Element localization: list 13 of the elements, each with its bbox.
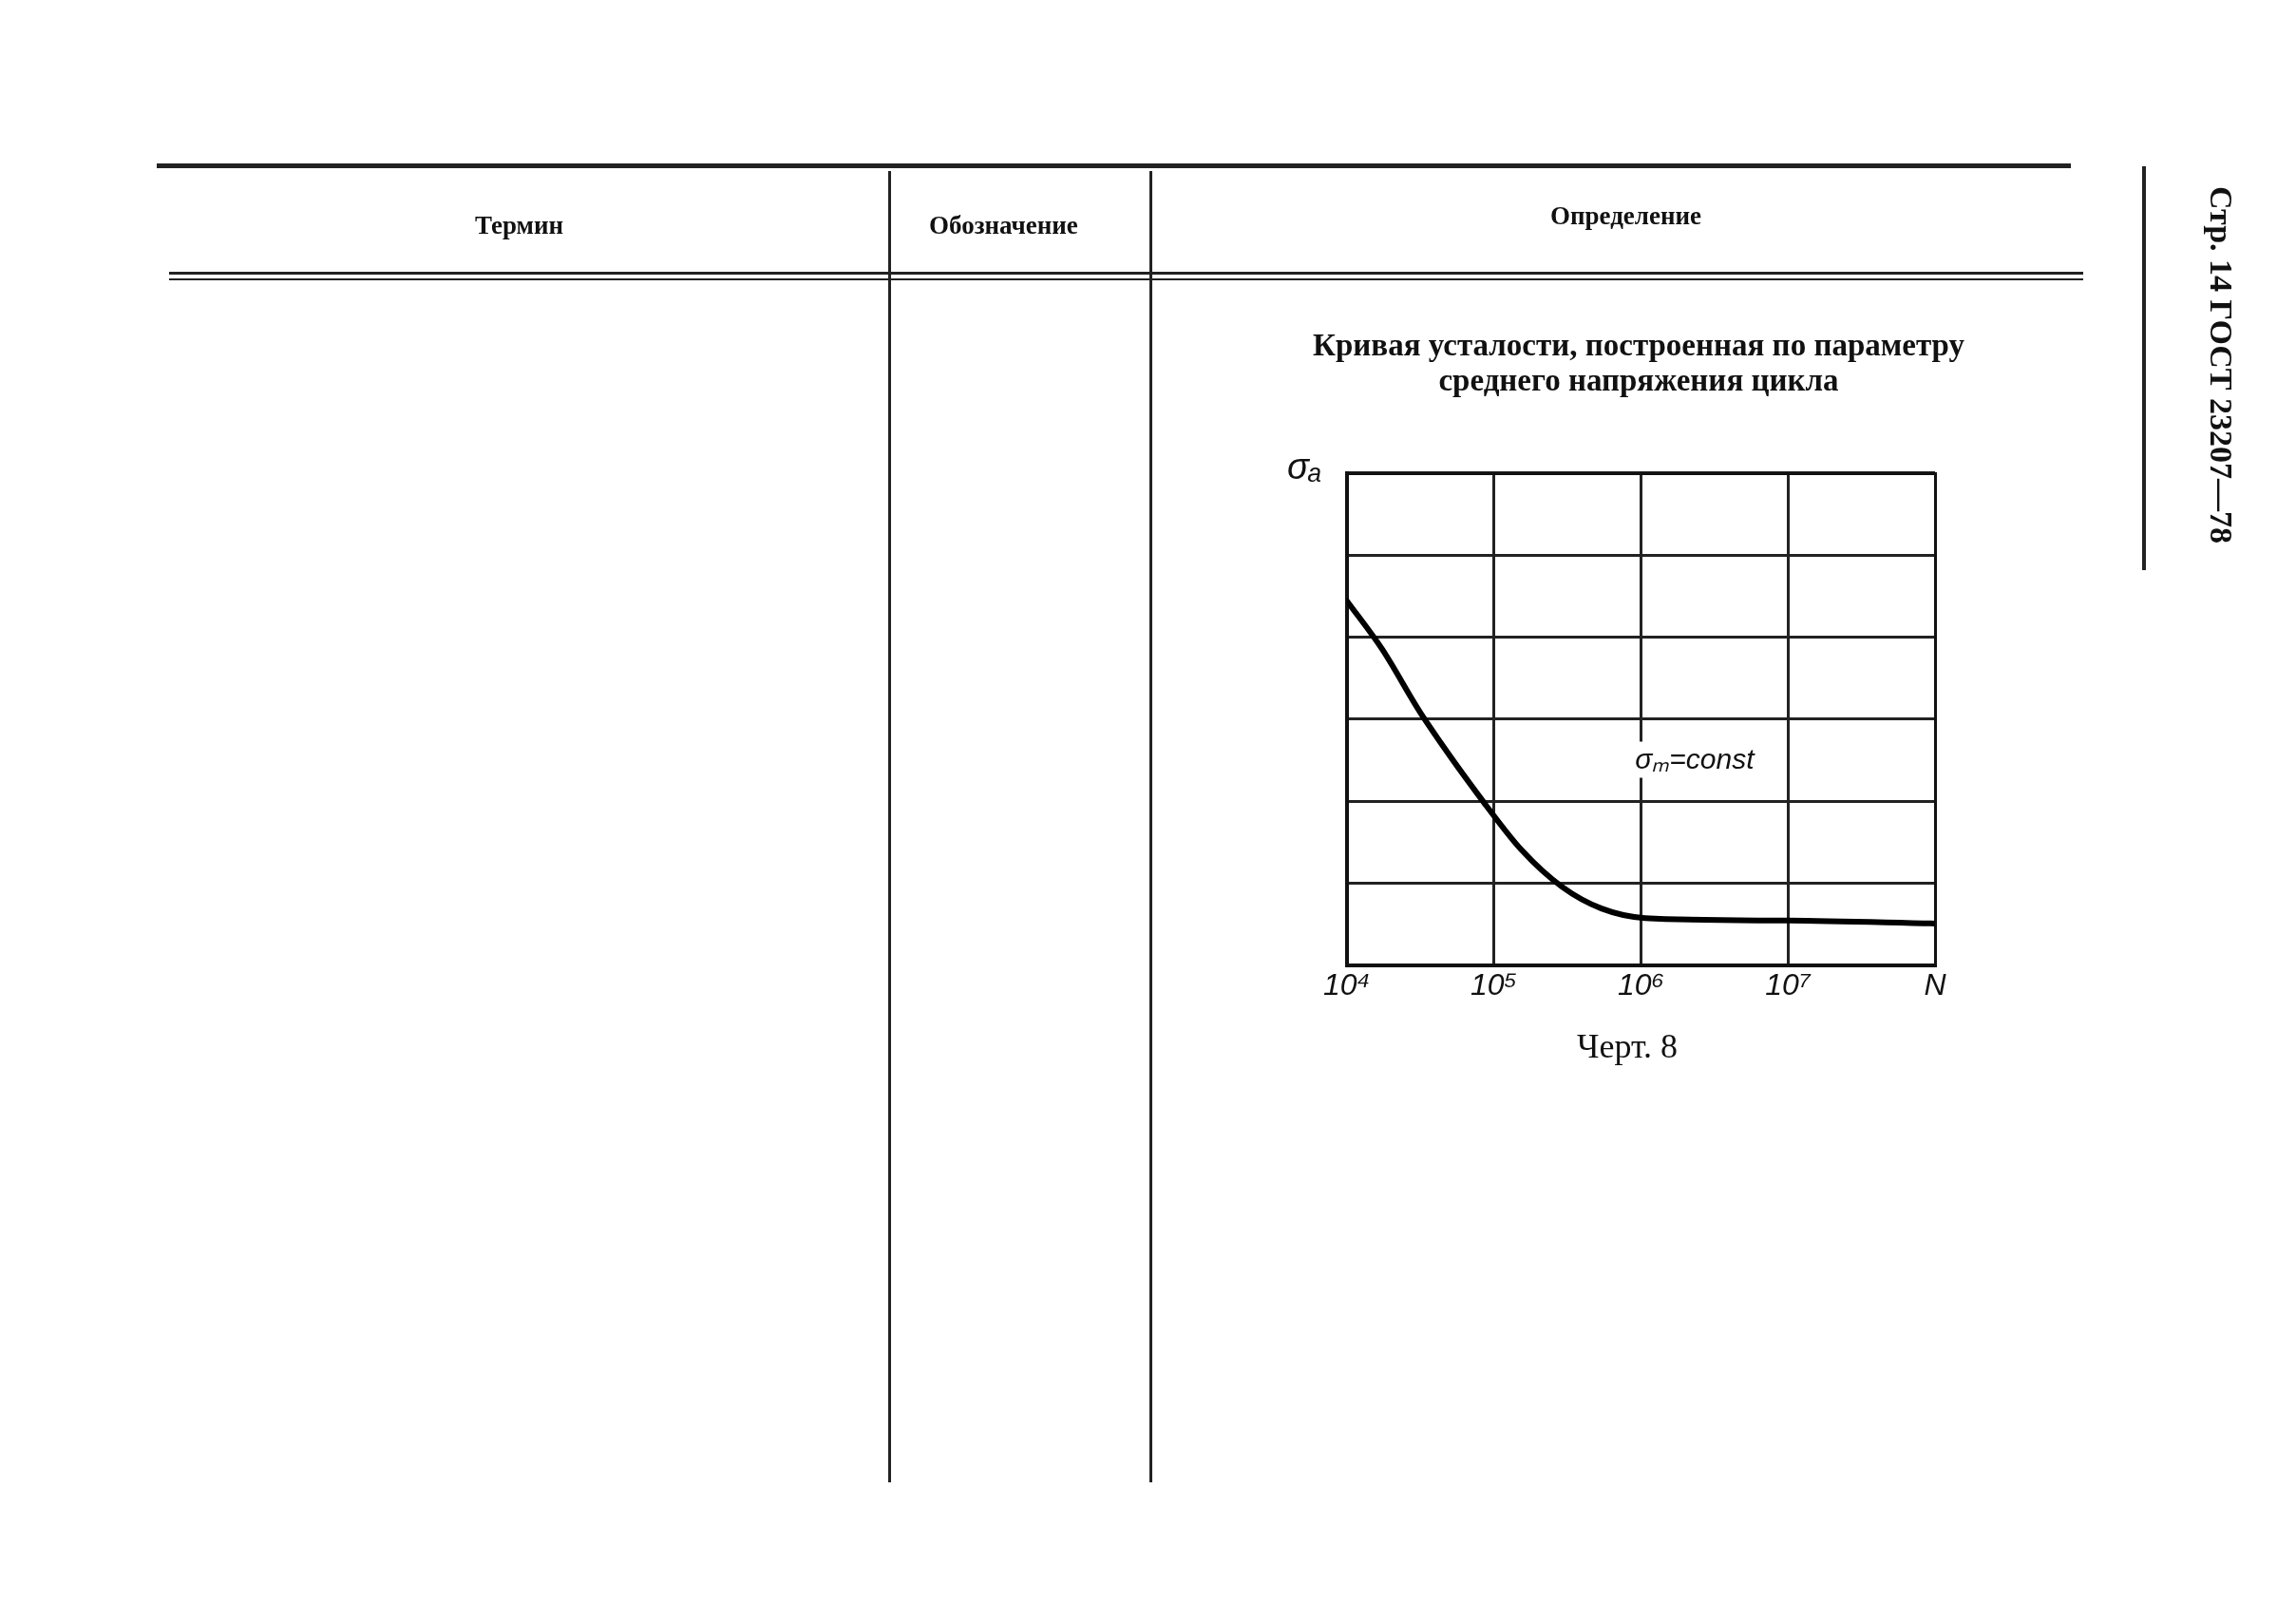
x-tick-label: 10⁵ <box>1471 966 1518 1002</box>
text: Черт. 8 <box>1577 1026 1678 1066</box>
y-axis-title: σₐ <box>1287 447 1322 487</box>
text: σₘ=const <box>1635 742 1756 774</box>
text: Определение <box>1550 201 1702 231</box>
text: Обозначение <box>929 211 1078 240</box>
x-tick-label: 10⁴ <box>1323 966 1371 1002</box>
x-tick-label: N <box>1924 966 1947 1002</box>
chart-title: Кривая усталости, построенная по параметру среднего напряжения цикла <box>1312 328 1965 398</box>
x-tick-label: 10⁷ <box>1765 966 1812 1002</box>
x-tick-label: 10⁶ <box>1617 966 1664 1002</box>
text: Термин <box>475 211 564 240</box>
text: Стр. 14 ГОСТ 23207—78 <box>2203 185 2240 544</box>
